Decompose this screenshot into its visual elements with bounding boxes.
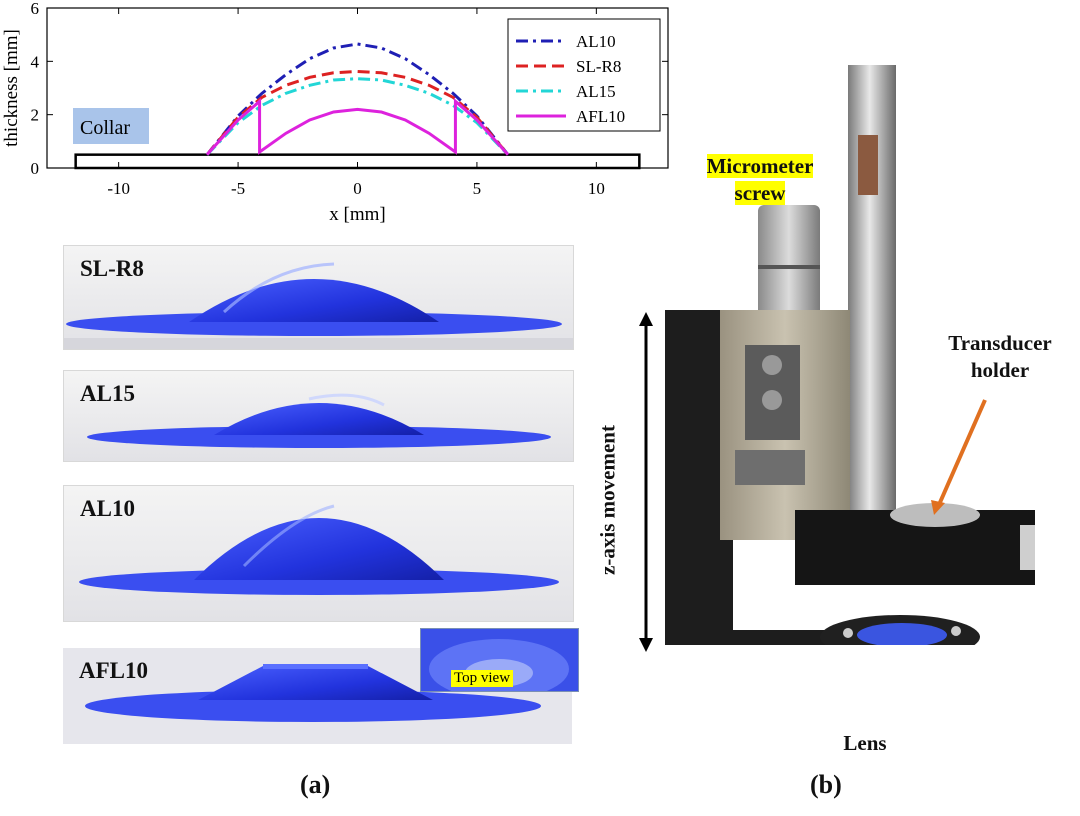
legend-entry: AL10 bbox=[576, 32, 616, 51]
photo-label-al10: AL10 bbox=[80, 496, 135, 521]
top-view-label: Top view bbox=[451, 670, 514, 687]
photo-label-sl-r8: SL-R8 bbox=[80, 256, 144, 281]
chart-series bbox=[205, 42, 510, 156]
series-al10-line bbox=[205, 42, 510, 156]
thickness-profile-chart: -10 -5 0 5 10 0 2 4 6 x [mm] thickness [mm] Collar… bbox=[1, 0, 669, 225]
photo-al10: AL10 bbox=[63, 485, 574, 622]
photo-label-afl10: AFL10 bbox=[79, 658, 148, 683]
chart-legend: AL10 SL-R8 AL15 AFL10 bbox=[507, 18, 661, 132]
z-axis-movement-label: z-axis movement bbox=[595, 425, 620, 575]
caption-b: (b) bbox=[810, 770, 842, 799]
photo-label-al15: AL15 bbox=[80, 381, 135, 406]
y-tick-label: 6 bbox=[31, 0, 40, 18]
collar-region: Collar bbox=[73, 108, 641, 170]
collar-rect bbox=[74, 153, 641, 170]
transducer-holder-label: Transducer holder bbox=[948, 331, 1052, 382]
x-tick-label: -10 bbox=[107, 179, 130, 198]
series-afl10-line bbox=[205, 98, 510, 156]
top-view-inset: Top view bbox=[420, 628, 579, 692]
photo-sl-r8: SL-R8 bbox=[63, 245, 574, 350]
series-sl-r8-line bbox=[205, 69, 510, 156]
y-axis-label: thickness [mm] bbox=[1, 29, 22, 147]
collar-annotation: Collar bbox=[80, 117, 130, 139]
apparatus-photo bbox=[665, 65, 1035, 645]
micrometer-screw-label: Micrometer screw bbox=[706, 154, 814, 205]
series-al15-line bbox=[205, 77, 510, 156]
legend-entry: AL15 bbox=[576, 82, 616, 101]
x-tick-label: 5 bbox=[473, 179, 482, 198]
collar-label-bg bbox=[73, 108, 149, 144]
x-axis-label: x [mm] bbox=[329, 204, 385, 225]
y-tick-label: 2 bbox=[31, 106, 40, 125]
legend-entry: SL-R8 bbox=[576, 57, 621, 76]
y-tick-label: 0 bbox=[31, 159, 40, 178]
lens-label: Lens bbox=[843, 731, 887, 755]
x-tick-label: -5 bbox=[231, 179, 245, 198]
legend-box bbox=[507, 18, 661, 132]
x-tick-label: 0 bbox=[353, 179, 362, 198]
caption-a: (a) bbox=[300, 770, 331, 799]
photo-al15: AL15 bbox=[63, 370, 574, 462]
legend-entry: AFL10 bbox=[576, 107, 625, 126]
x-tick-label: 10 bbox=[588, 179, 605, 198]
z-axis-arrow bbox=[639, 312, 653, 652]
y-tick-label: 4 bbox=[31, 52, 40, 71]
